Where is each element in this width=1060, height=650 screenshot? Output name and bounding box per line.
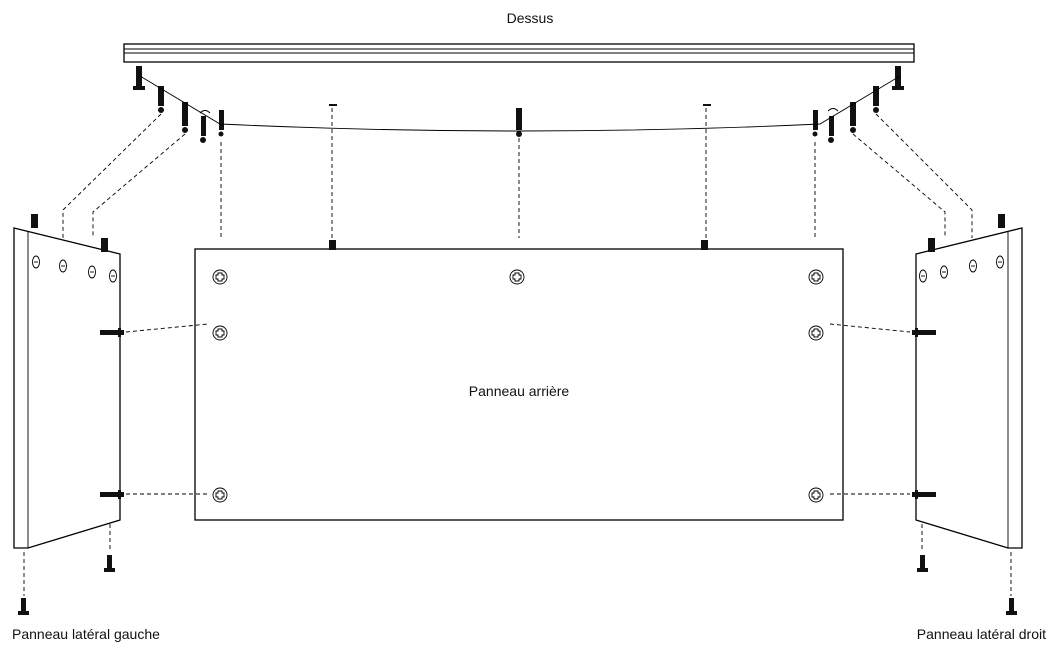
left-side-panel-label: Panneau latéral gauche bbox=[12, 626, 160, 642]
top-panel-label: Dessus bbox=[506, 10, 554, 26]
left-side-panel-board bbox=[13, 227, 121, 549]
bottom-screws bbox=[18, 555, 1017, 615]
connecting-cord bbox=[139, 75, 901, 132]
back-panel-label: Panneau arrière bbox=[468, 383, 570, 399]
top-panel bbox=[123, 43, 915, 63]
back-panel bbox=[194, 240, 844, 521]
assembly-guides bbox=[23, 108, 1012, 596]
right-side-panel-board bbox=[915, 227, 1023, 549]
back-panel-cam-locks bbox=[212, 269, 824, 503]
back-panel-board bbox=[194, 248, 844, 521]
left-side-panel bbox=[13, 214, 124, 549]
right-side-panel-label: Panneau latéral droit bbox=[916, 626, 1046, 642]
top-panel-fittings bbox=[133, 66, 904, 143]
right-side-panel bbox=[912, 214, 1023, 549]
